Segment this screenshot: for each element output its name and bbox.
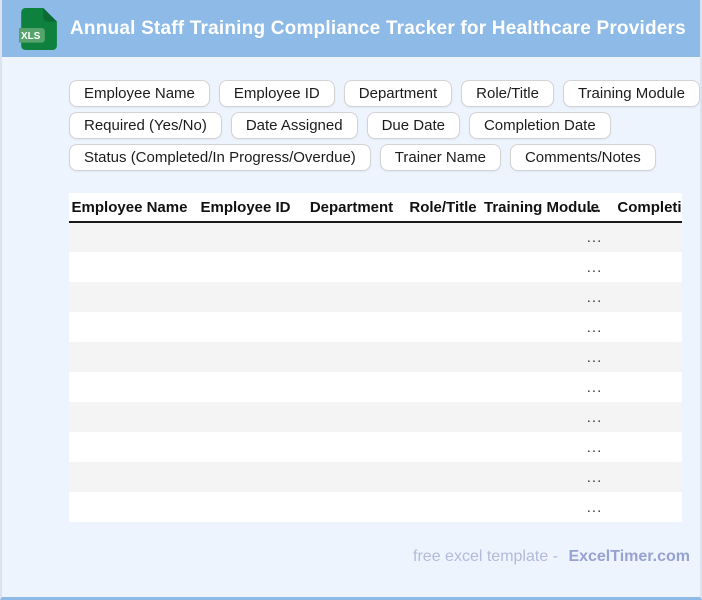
table-row: ... xyxy=(69,282,682,312)
row-ellipsis: ... xyxy=(582,222,607,252)
header-cell-role-title: Role/Title xyxy=(402,193,484,223)
table-header-row: Employee Name Employee ID Department Rol… xyxy=(69,193,682,223)
preview-table: Employee Name Employee ID Department Rol… xyxy=(69,193,682,522)
table-row: ... xyxy=(69,312,682,342)
chip-row-2: Required (Yes/No) Date Assigned Due Date… xyxy=(69,112,700,139)
row-ellipsis: ... xyxy=(582,372,607,402)
column-chip-comments-notes: Comments/Notes xyxy=(509,144,656,171)
page-title: Annual Staff Training Compliance Tracker… xyxy=(70,17,686,39)
row-ellipsis: ... xyxy=(582,282,607,312)
row-ellipsis: ... xyxy=(582,342,607,372)
table-row: ... xyxy=(69,402,682,432)
table-row: ... xyxy=(69,432,682,462)
preview-table-container: Employee Name Employee ID Department Rol… xyxy=(69,193,682,522)
row-ellipsis: ... xyxy=(582,432,607,462)
column-chip-trainer-name: Trainer Name xyxy=(379,144,501,171)
column-chip-training-module: Training Module xyxy=(562,80,700,107)
footer-credit-text: free excel template - xyxy=(413,548,558,565)
column-chip-status: Status (Completed/In Progress/Overdue) xyxy=(69,144,371,171)
column-chip-department: Department xyxy=(343,80,453,107)
column-chip-completion-date: Completion Date xyxy=(468,112,611,139)
header-cell-department: Department xyxy=(301,193,402,223)
row-ellipsis: ... xyxy=(582,312,607,342)
brand-link[interactable]: ExcelTimer.com xyxy=(568,548,690,565)
xls-file-icon: XLS xyxy=(19,7,57,50)
table-row: ... xyxy=(69,492,682,522)
footer-credit: free excel template - ExcelTimer.com xyxy=(2,548,700,566)
table-row: ... xyxy=(69,462,682,492)
column-chip-employee-name: Employee Name xyxy=(69,80,210,107)
column-chip-required: Required (Yes/No) xyxy=(69,112,222,139)
header-cell-ellipsis: ... xyxy=(582,193,607,223)
app-bar: XLS Annual Staff Training Compliance Tra… xyxy=(2,0,700,57)
table-row: ... xyxy=(69,252,682,282)
row-ellipsis: ... xyxy=(582,252,607,282)
header-cell-training-module: Training Module xyxy=(484,193,599,223)
chip-row-3: Status (Completed/In Progress/Overdue) T… xyxy=(69,144,700,171)
header-cell-employee-id: Employee ID xyxy=(190,193,301,223)
table-row: ... xyxy=(69,342,682,372)
table-row: ... xyxy=(69,222,682,252)
column-chip-list: Employee Name Employee ID Department Rol… xyxy=(2,57,700,171)
header-cell-completion-date: Completion Date xyxy=(607,193,682,223)
column-chip-due-date: Due Date xyxy=(366,112,460,139)
row-ellipsis: ... xyxy=(582,492,607,522)
xls-icon-label: XLS xyxy=(21,30,41,41)
column-chip-employee-id: Employee ID xyxy=(218,80,335,107)
header-cell-employee-name: Employee Name xyxy=(69,193,190,223)
column-chip-date-assigned: Date Assigned xyxy=(230,112,358,139)
chip-row-1: Employee Name Employee ID Department Rol… xyxy=(69,80,700,107)
table-row: ... xyxy=(69,372,682,402)
column-chip-role-title: Role/Title xyxy=(461,80,554,107)
row-ellipsis: ... xyxy=(582,402,607,432)
row-ellipsis: ... xyxy=(582,462,607,492)
